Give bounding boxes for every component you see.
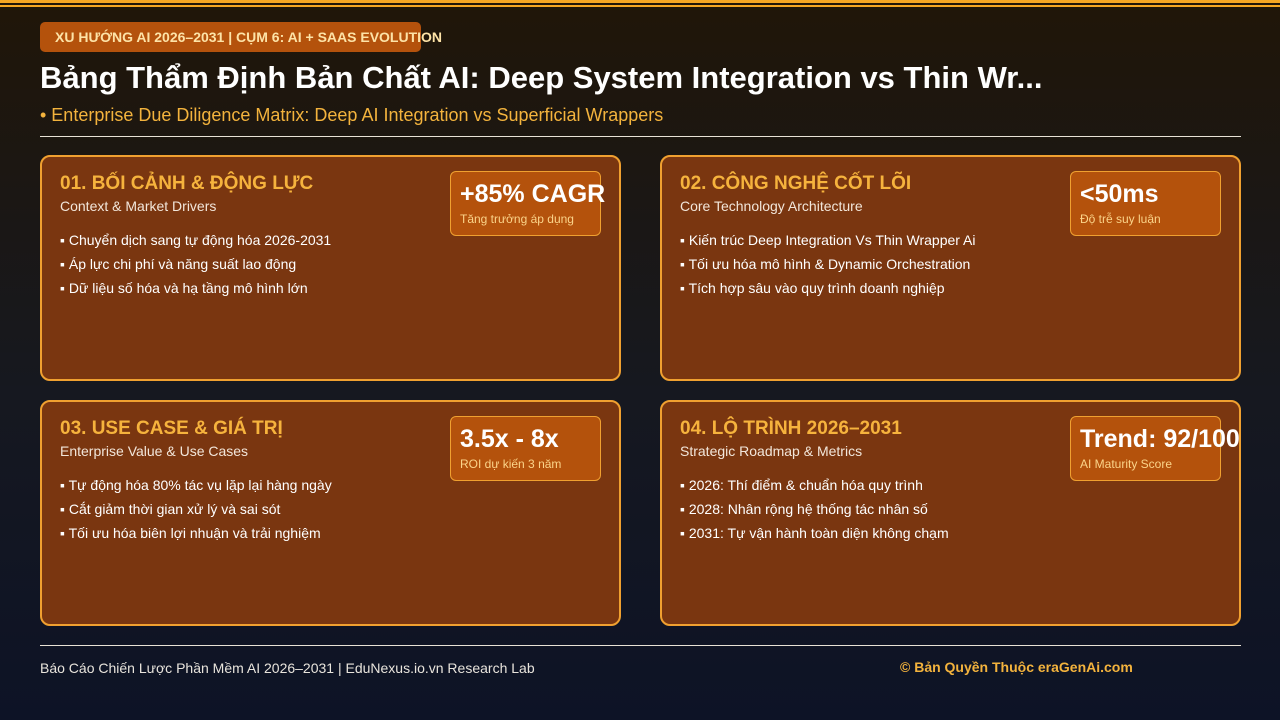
header-divider [40, 136, 1241, 137]
footer-copyright: © Bản Quyền Thuộc eraGenAi.com [900, 659, 1133, 675]
top-accent-line [0, 0, 1280, 3]
card-title: 03. USE CASE & GIÁ TRỊ [60, 418, 283, 439]
list-item: 2026: Thí điểm & chuẩn hóa quy trình [680, 473, 949, 497]
card-bullet-list: Kiến trúc Deep Integration Vs Thin Wrapp… [680, 228, 976, 300]
metric-label: Độ trễ suy luận [1080, 212, 1161, 226]
card-context: 01. BỐI CẢNH & ĐỘNG LỰC Context & Market… [40, 155, 621, 381]
metric-box: Trend: 92/100 AI Maturity Score [1070, 416, 1240, 481]
card-core-technology: 02. CÔNG NGHỆ CỐT LÕI Core Technology Ar… [660, 155, 1241, 381]
metric-box: +85% CAGR Tăng trưởng áp dụng [450, 171, 606, 236]
metric-label: ROI dự kiến 3 năm [460, 457, 562, 471]
card-subtitle: Enterprise Value & Use Cases [60, 443, 249, 459]
metric-box: 3.5x - 8x ROI dự kiến 3 năm [450, 416, 601, 481]
card-subtitle: Context & Market Drivers [60, 198, 217, 214]
metric-label: AI Maturity Score [1080, 457, 1173, 471]
footer-divider [40, 645, 1241, 646]
top-accent-line-secondary [0, 5, 1280, 7]
metric-value: <50ms [1080, 180, 1159, 208]
footer-source: Báo Cáo Chiến Lược Phần Mềm AI 2026–2031… [40, 660, 535, 676]
card-title: 02. CÔNG NGHỆ CỐT LÕI [680, 173, 912, 194]
card-subtitle: Strategic Roadmap & Metrics [680, 443, 863, 459]
metric-value: 3.5x - 8x [460, 425, 559, 453]
card-bullet-list: 2026: Thí điểm & chuẩn hóa quy trình 202… [680, 473, 949, 545]
card-use-case: 03. USE CASE & GIÁ TRỊ Enterprise Value … [40, 400, 621, 626]
card-subtitle: Core Technology Architecture [680, 198, 863, 214]
card-roadmap: 04. LỘ TRÌNH 2026–2031 Strategic Roadmap… [660, 400, 1241, 626]
category-badge: XU HƯỚNG AI 2026–2031 | CỤM 6: AI + SAAS… [40, 22, 442, 52]
card-title: 01. BỐI CẢNH & ĐỘNG LỰC [60, 173, 314, 194]
list-item: 2031: Tự vận hành toàn diện không chạm [680, 521, 949, 545]
list-item: Tích hợp sâu vào quy trình doanh nghiệp [680, 276, 976, 300]
list-item: Áp lực chi phí và năng suất lao động [60, 252, 331, 276]
card-title: 04. LỘ TRÌNH 2026–2031 [680, 418, 902, 439]
page-title: Bảng Thẩm Định Bản Chất AI: Deep System … [40, 60, 1043, 95]
metric-value: Trend: 92/100 [1080, 425, 1240, 453]
card-bullet-list: Chuyển dịch sang tự động hóa 2026-2031 Á… [60, 228, 331, 300]
metric-box: <50ms Độ trễ suy luận [1070, 171, 1221, 236]
card-bullet-list: Tự động hóa 80% tác vụ lặp lại hàng ngày… [60, 473, 332, 545]
list-item: Dữ liệu số hóa và hạ tầng mô hình lớn [60, 276, 331, 300]
metric-label: Tăng trưởng áp dụng [460, 212, 574, 226]
list-item: Cắt giảm thời gian xử lý và sai sót [60, 497, 332, 521]
list-item: Tối ưu hóa biên lợi nhuận và trải nghiệm [60, 521, 332, 545]
metric-value: +85% CAGR [460, 180, 606, 208]
list-item: Chuyển dịch sang tự động hóa 2026-2031 [60, 228, 331, 252]
list-item: Tự động hóa 80% tác vụ lặp lại hàng ngày [60, 473, 332, 497]
list-item: Kiến trúc Deep Integration Vs Thin Wrapp… [680, 228, 976, 252]
list-item: Tối ưu hóa mô hình & Dynamic Orchestrati… [680, 252, 976, 276]
page-subtitle: • Enterprise Due Diligence Matrix: Deep … [40, 105, 664, 125]
list-item: 2028: Nhân rộng hệ thống tác nhân số [680, 497, 949, 521]
